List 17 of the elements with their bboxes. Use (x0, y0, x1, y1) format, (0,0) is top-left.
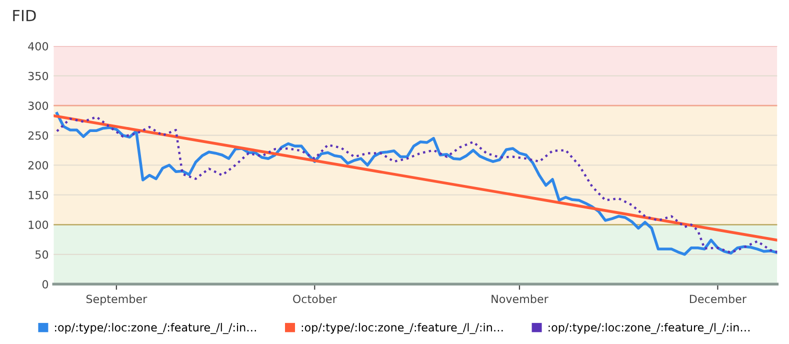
x-tick-label: October (293, 294, 337, 304)
y-tick-label: 0 (42, 280, 48, 289)
legend-label: :op/:type/:loc:zone_/:feature_/l_/:in… (55, 322, 256, 334)
x-tick-label: September (86, 294, 148, 306)
x-tick-label: November (492, 294, 548, 304)
y-tick-label: 300 (28, 102, 48, 110)
y-tick-label: 200 (28, 161, 48, 170)
y-tick-label: 150 (28, 190, 48, 200)
y-tick-label: 50 (36, 250, 48, 259)
y-tick-label: 250 (28, 131, 48, 140)
chart-title: FID (13, 10, 36, 22)
y-tick-label: 100 (28, 220, 48, 230)
y-tick-label: 400 (28, 42, 48, 50)
legend-label: :op/:type/:loc:zone_/:feature_/l_/:in… (548, 322, 750, 334)
legend-label: :op/:type/:loc:zone_/:feature_/l_/:in… (302, 322, 503, 334)
x-tick-label: December (690, 294, 747, 304)
y-tick-label: 350 (28, 72, 48, 80)
